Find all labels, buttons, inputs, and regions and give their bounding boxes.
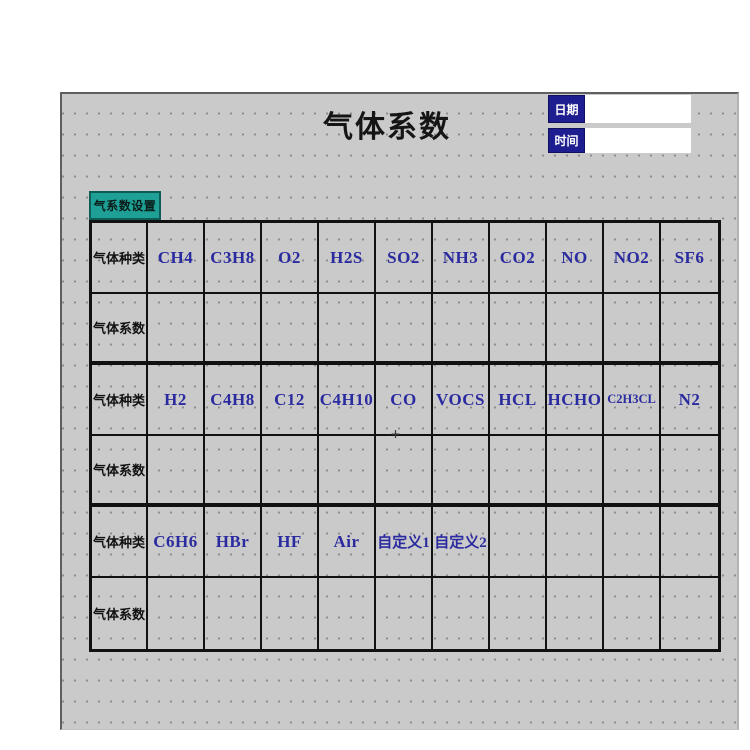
gas-type-cell [661,507,718,578]
gas-type-cell: NO2 [604,223,661,294]
hmi-canvas: 气体系数 日期 时间 气系数设置 气体种类 CH4 C3H8 O2 H2S SO2 NH3 C… [60,92,739,730]
gas-type-cell: C3H8 [205,223,262,294]
gas-type-cell [547,507,604,578]
gas-type-cell: C2H3CL [604,365,661,436]
gas-coeff-cell[interactable] [376,436,433,507]
gas-coeff-cell[interactable] [433,436,490,507]
gas-type-cell [604,507,661,578]
tab-gas-coefficient-settings[interactable]: 气系数设置 [89,191,161,220]
gas-type-cell: SO2 [376,223,433,294]
gas-coeff-cell[interactable] [604,578,661,649]
gas-type-cell: HF [262,507,319,578]
gas-coeff-cell[interactable] [205,436,262,507]
gas-type-cell: O2 [262,223,319,294]
gas-coeff-cell[interactable] [205,578,262,649]
gas-type-cell: C6H6 [148,507,205,578]
datetime-panel: 日期 时间 [548,95,750,153]
gas-coeff-cell[interactable] [490,436,547,507]
gas-table: 气体种类 CH4 C3H8 O2 H2S SO2 NH3 CO2 NO NO2 SF6 气体系数 气体种… [89,220,721,652]
gas-type-cell [490,507,547,578]
gas-coeff-cell[interactable] [661,436,718,507]
row-label-gas-type: 气体种类 [92,507,148,578]
gas-type-cell: N2 [661,365,718,436]
gas-type-cell: CH4 [148,223,205,294]
gas-coeff-cell[interactable] [433,578,490,649]
gas-coeff-cell[interactable] [547,436,604,507]
gas-type-cell: 自定义2 [433,507,490,578]
gas-coeff-cell[interactable] [547,294,604,365]
gas-coeff-cell[interactable] [376,294,433,365]
gas-type-cell: CO [376,365,433,436]
time-label: 时间 [548,128,585,153]
gas-coeff-cell[interactable] [604,436,661,507]
gas-type-cell: HCL [490,365,547,436]
gas-coeff-cell[interactable] [604,294,661,365]
gas-type-cell: SF6 [661,223,718,294]
gas-coeff-cell[interactable] [148,436,205,507]
gas-type-cell: HBr [205,507,262,578]
gas-coeff-cell[interactable] [319,436,376,507]
row-label-gas-type: 气体种类 [92,223,148,294]
gas-coeff-cell[interactable] [262,436,319,507]
gas-coeff-cell[interactable] [433,294,490,365]
gas-type-cell: C12 [262,365,319,436]
gas-type-cell: HCHO [547,365,604,436]
gas-type-cell: NH3 [433,223,490,294]
date-label: 日期 [548,95,585,123]
gas-coeff-cell[interactable] [262,294,319,365]
gas-coeff-cell[interactable] [661,578,718,649]
gas-type-cell: H2S [319,223,376,294]
row-label-gas-coeff: 气体系数 [92,294,148,365]
row-label-gas-coeff: 气体系数 [92,436,148,507]
gas-coeff-cell[interactable] [262,578,319,649]
date-value-field [585,95,691,123]
gas-coeff-cell[interactable] [490,294,547,365]
row-label-gas-type: 气体种类 [92,365,148,436]
gas-coeff-cell[interactable] [319,294,376,365]
gas-coeff-cell[interactable] [205,294,262,365]
gas-type-cell: C4H8 [205,365,262,436]
gas-type-cell: H2 [148,365,205,436]
gas-coeff-cell[interactable] [376,578,433,649]
gas-coeff-cell[interactable] [148,578,205,649]
gas-coeff-cell[interactable] [490,578,547,649]
gas-coeff-cell[interactable] [148,294,205,365]
gas-coeff-cell[interactable] [547,578,604,649]
gas-coeff-cell[interactable] [319,578,376,649]
time-value-field [585,128,691,153]
gas-type-cell: VOCS [433,365,490,436]
gas-type-cell: 自定义1 [376,507,433,578]
gas-coeff-cell[interactable] [661,294,718,365]
gas-type-cell: NO [547,223,604,294]
row-label-gas-coeff: 气体系数 [92,578,148,649]
page-title: 气体系数 [323,111,451,144]
gas-type-cell: CO2 [490,223,547,294]
gas-type-cell: Air [319,507,376,578]
gas-type-cell: C4H10 [319,365,376,436]
